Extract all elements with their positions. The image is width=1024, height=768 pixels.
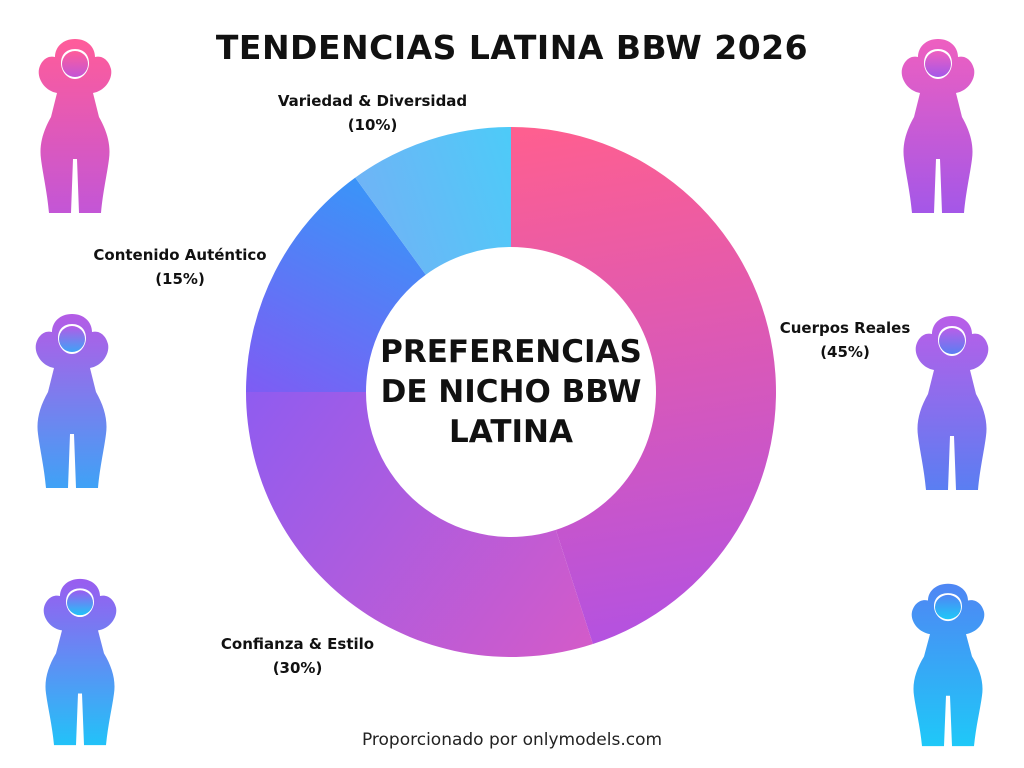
figure-body [915,316,989,490]
slice-label-contenido-autentico: Contenido Auténtico (15%) [70,243,290,291]
footer-credit: Proporcionado por onlymodels.com [361,730,663,750]
slice-label-value: (15%) [155,270,205,288]
figure-head [59,326,85,352]
slice-label-cuerpos-reales: Cuerpos Reales (45%) [760,316,930,364]
donut-slice-cuerpos-reales [511,127,776,645]
woman-silhouette-icon [911,583,985,747]
slice-label-name: Confianza & Estilo [220,635,375,653]
figure-body [911,583,985,747]
slice-label-variedad-diversidad: Variedad & Diversidad (10%) [250,89,495,137]
woman-silhouette-icon [38,39,112,213]
donut-center-label: PREFERENCIAS DE NICHO BBW LATINA [380,334,642,450]
slice-label-name: Cuerpos Reales [779,319,911,337]
figure-body [35,314,109,488]
figure-head [925,51,951,77]
woman-silhouette-icon [35,314,109,488]
woman-silhouette-icon [915,316,989,490]
slice-label-name: Variedad & Diversidad [277,92,468,110]
figure-head [935,594,961,620]
woman-silhouette-icon [901,39,975,213]
slice-label-value: (30%) [272,659,323,677]
figure-head [939,328,965,354]
slice-label-confianza-estilo: Confianza & Estilo (30%) [195,632,400,680]
woman-silhouette-icon [43,578,117,746]
figure-head [67,590,93,616]
slice-label-value: (10%) [347,116,398,134]
donut-slice-confianza-estilo [246,392,593,657]
slice-label-value: (45%) [820,343,870,361]
figure-body [901,39,975,213]
page-title: TENDENCIAS LATINA BBW 2026 [215,28,809,67]
figure-head [62,51,88,77]
figure-body [43,578,117,746]
figure-body [38,39,112,213]
donut-slice-variedad-diversidad [355,127,511,275]
donut-slice-contenido-autentico [246,177,426,392]
slice-label-name: Contenido Auténtico [93,246,267,264]
